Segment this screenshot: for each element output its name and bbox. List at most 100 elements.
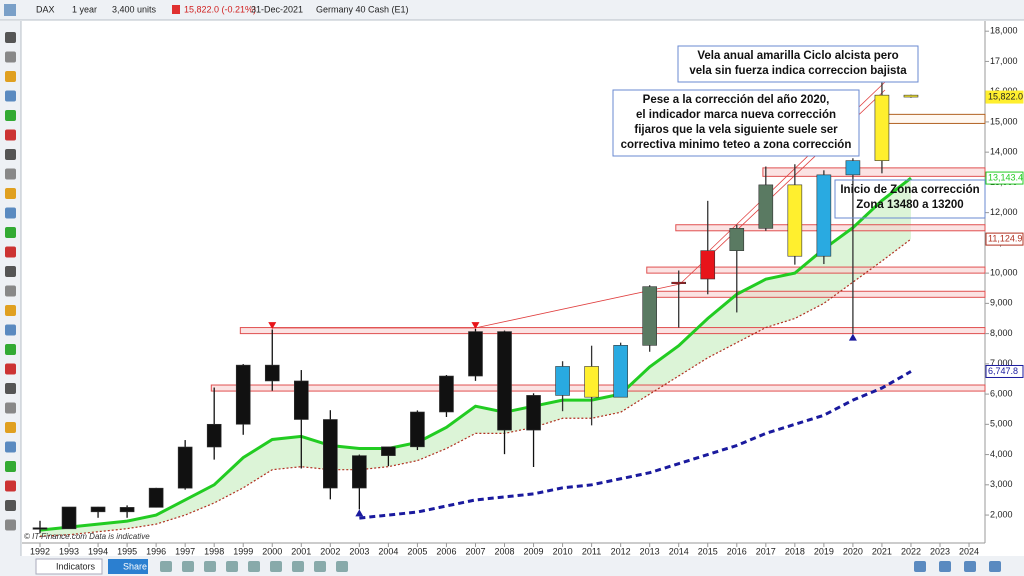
zone [878,113,986,124]
annotation-box [677,45,919,83]
bottom-icon[interactable] [248,561,260,572]
x-tick-label: 2011 [582,546,601,556]
y-tick-label: 9,000 [990,298,1013,308]
x-tick-label: 2006 [436,546,456,556]
x-tick-label: 2019 [814,546,834,556]
share-label[interactable]: Share [123,561,147,571]
plot [32,81,986,537]
share-button[interactable] [108,559,148,574]
candle-body [264,364,280,382]
tool-icon[interactable] [5,90,16,102]
tool-icon[interactable] [5,149,16,160]
y-tick-label: 15,000 [990,116,1018,126]
bottom-icon[interactable] [336,561,348,572]
tool-icon[interactable] [5,441,16,453]
bottom-icon[interactable] [939,561,951,572]
zone [762,167,986,177]
x-tick-label: 2005 [407,546,427,556]
x-tick-label: 2013 [640,546,660,556]
price-label-box [985,171,1024,185]
x-tick-label: 1992 [30,546,50,556]
tool-icon[interactable] [5,188,16,199]
candle-body [90,506,106,513]
bottom-icon[interactable] [270,561,282,572]
x-tick-label: 2012 [611,546,631,556]
tool-icon[interactable] [5,500,16,511]
y-tick-label: 18,000 [990,26,1018,36]
y-tick-label: 2,000 [990,509,1013,519]
candle-body [903,94,919,98]
tool-icon[interactable] [5,461,16,472]
candle-body [729,228,745,251]
candle-body [497,331,512,431]
indicators-label[interactable]: Indicators [56,561,96,571]
x-tick-label: 2021 [872,546,892,556]
indicators-button[interactable] [35,558,103,575]
bottom-icon[interactable] [160,561,172,572]
tool-icon[interactable] [5,383,16,394]
y-tick-label: 3,000 [990,479,1013,489]
indicator-line [39,176,912,532]
symbol[interactable]: DAX [36,4,55,14]
tool-icon[interactable] [5,324,16,336]
price-label-box [985,364,1024,378]
candle-body [235,364,251,425]
bottom-icon[interactable] [182,561,194,572]
y-tick-label: 7,000 [990,358,1013,368]
tool-icon[interactable] [5,129,16,141]
bottom-icon[interactable] [314,561,326,572]
x-tick-label: 2001 [291,546,311,556]
x-tick-label: 2009 [524,546,544,556]
tool-icon[interactable] [5,71,16,82]
candle-body [119,507,135,513]
period[interactable]: 1 year [72,4,97,14]
bottom-icon[interactable] [964,561,976,572]
candle-body [700,250,716,280]
bottom-icon[interactable] [204,561,216,572]
tool-icon[interactable] [5,266,16,277]
bottom-icon[interactable] [292,561,304,572]
x-tick-label: 2008 [495,546,515,556]
candle-body [352,455,367,489]
x-tick-label: 2018 [785,546,805,556]
x-tick-label: 2024 [959,546,979,556]
bottom-icon[interactable] [914,561,926,572]
candle-body [381,446,396,456]
y-tick-label: 14,000 [990,147,1018,157]
tool-icon[interactable] [5,402,16,414]
price-label: 11,124.9 [988,233,1022,243]
y-tick-label: 8,000 [990,328,1013,338]
tool-icon[interactable] [5,168,16,180]
candle-body [874,94,890,161]
tool-icon[interactable] [5,285,16,297]
bottom-icon[interactable] [226,561,238,572]
tool-icon[interactable] [5,519,16,531]
menu-icon[interactable] [4,4,16,16]
tool-icon[interactable] [5,110,16,121]
x-tick-label: 2014 [669,546,689,556]
x-tick-label: 2016 [727,546,747,556]
tool-icon[interactable] [5,32,16,43]
indicator-line [359,370,912,520]
tool-icon[interactable] [5,480,16,492]
candle-body [323,419,338,489]
tool-icon[interactable] [5,344,16,355]
bottom-icon[interactable] [989,561,1001,572]
x-tick-label: 1994 [88,546,108,556]
candle-body [642,286,657,346]
tool-icon[interactable] [5,51,16,63]
annotation-text: el indicador marca nueva corrección [636,109,836,121]
indicator-line [39,238,912,537]
candle-body [177,446,193,489]
price-label: 13,143.4 [988,172,1023,182]
tool-icon[interactable] [5,227,16,238]
tool-icon[interactable] [5,363,16,375]
tool-icon[interactable] [5,207,16,219]
candle-body [787,184,803,257]
units[interactable]: 3,400 units [112,4,157,14]
tool-icon[interactable] [5,246,16,258]
tool-icon[interactable] [5,422,16,433]
tool-icon[interactable] [5,305,16,316]
candle-body [758,184,774,229]
candle-body [293,380,309,420]
